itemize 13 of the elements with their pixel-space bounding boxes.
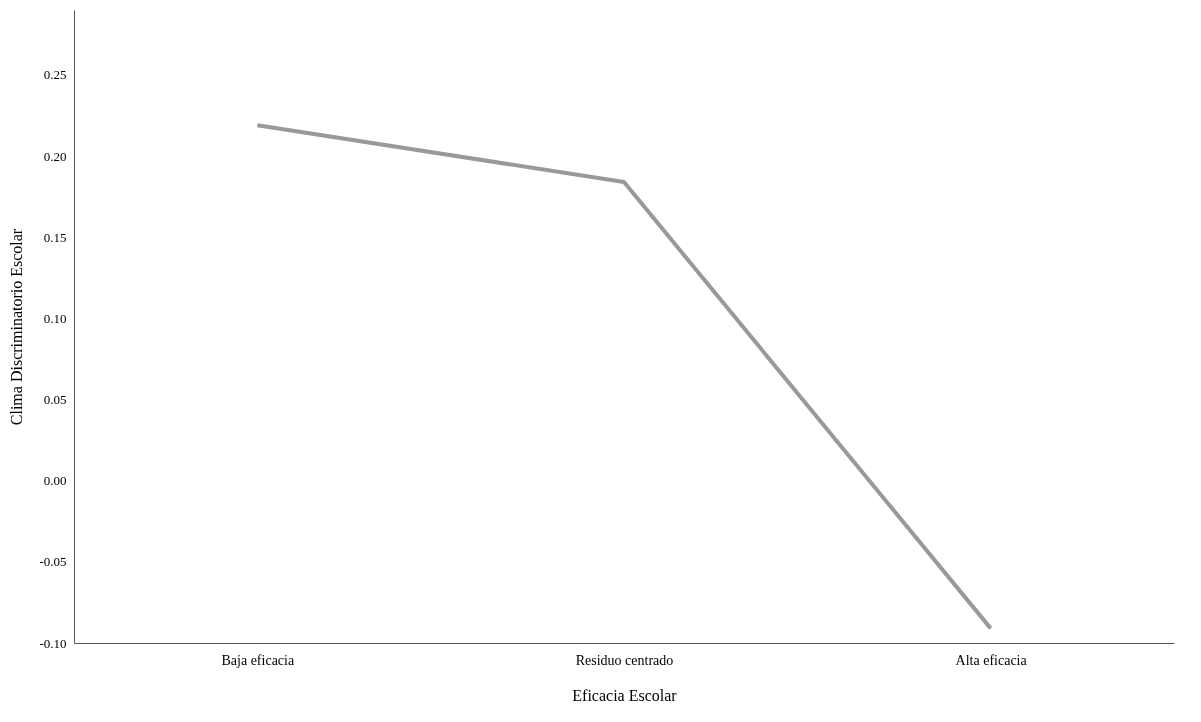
y-axis-title: Clima Discriminatorio Escolar — [8, 228, 26, 426]
y-tick-label: -0.10 — [39, 635, 67, 651]
y-tick-label: 0.25 — [43, 67, 67, 83]
x-tick-label: Baja eficacia — [221, 652, 295, 668]
y-tick-label: 0.05 — [43, 392, 67, 408]
y-tick-label: 0.00 — [43, 473, 67, 489]
y-tick-label: -0.05 — [39, 554, 67, 570]
x-axis-title: Eficacia Escolar — [572, 686, 678, 704]
y-tick-label: 0.20 — [43, 148, 67, 164]
y-tick-label: 0.10 — [43, 310, 67, 326]
y-tick-label: 0.15 — [43, 229, 67, 245]
x-tick-label: Residuo centrado — [575, 652, 674, 668]
x-tick-label: Alta eficacia — [955, 652, 1028, 668]
